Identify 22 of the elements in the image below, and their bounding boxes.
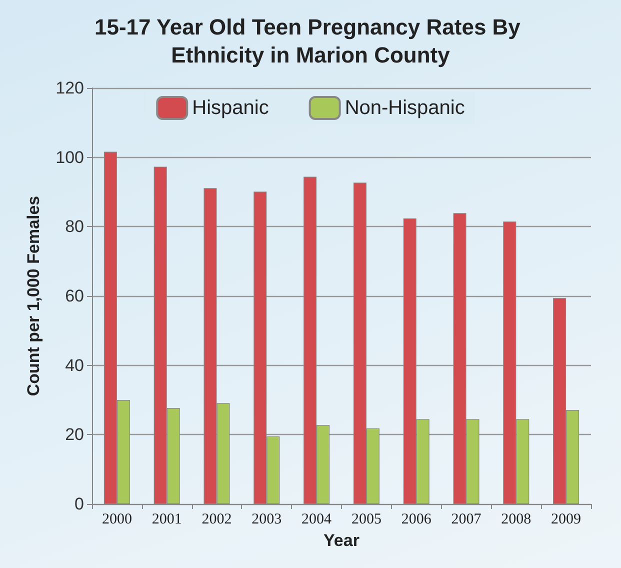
x-tick-label: 2005 <box>351 512 382 528</box>
y-axis-title: Count per 1,000 Females <box>24 196 43 396</box>
y-tick-label: 80 <box>65 217 84 236</box>
x-tick-label: 2009 <box>551 512 582 528</box>
x-tick-label: 2007 <box>451 512 482 528</box>
x-tick-label: 2006 <box>401 512 432 528</box>
legend-label: Non-Hispanic <box>344 97 465 119</box>
y-tick-label: 0 <box>74 494 84 514</box>
legend-label: Hispanic <box>192 97 269 119</box>
x-tick-label: 2008 <box>501 512 532 528</box>
y-tick-label: 60 <box>65 286 84 306</box>
chart-title: 15-17 Year Old Teen Pregnancy Rates By Ethnicity in Marion County <box>94 14 527 68</box>
x-tick-label: 2001 <box>152 512 182 528</box>
y-tick-label: 120 <box>56 78 84 98</box>
y-tick-label: 20 <box>65 425 84 444</box>
x-axis-title: Year <box>324 531 360 550</box>
y-tick-label: 40 <box>65 356 84 375</box>
x-tick-label: 2002 <box>202 512 232 528</box>
y-tick-label: 100 <box>56 148 84 167</box>
x-tick-label: 2004 <box>302 512 332 528</box>
x-tick-label: 2000 <box>102 512 132 528</box>
x-tick-label: 2003 <box>252 512 282 528</box>
